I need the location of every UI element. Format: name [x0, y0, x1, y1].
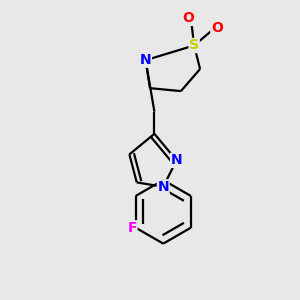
Text: N: N [171, 153, 182, 167]
Text: S: S [189, 38, 199, 52]
Text: N: N [158, 180, 169, 194]
Text: O: O [211, 21, 223, 35]
Text: F: F [128, 221, 137, 235]
Text: N: N [140, 53, 152, 67]
Text: O: O [182, 11, 194, 26]
